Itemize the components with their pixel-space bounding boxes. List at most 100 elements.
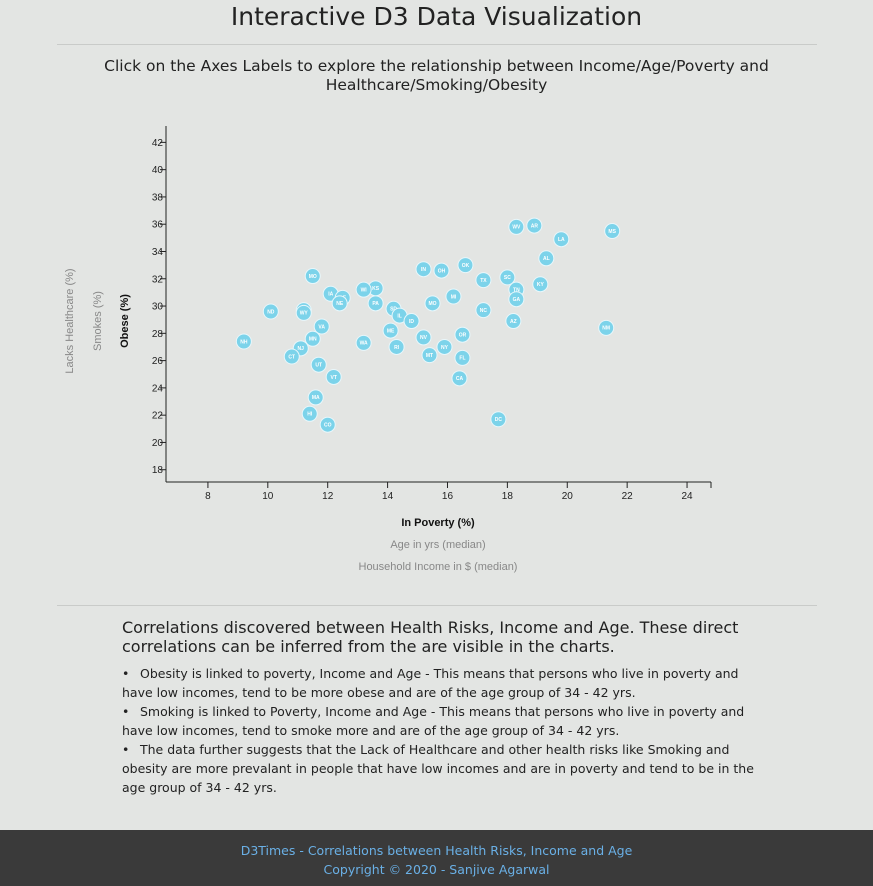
x-axis: 8 10 12 14 16 18 20 22 24 bbox=[166, 481, 712, 502]
y-tick-label: 36 bbox=[152, 220, 164, 231]
y-tick-label: 28 bbox=[152, 329, 164, 340]
state-label: CO bbox=[324, 423, 332, 429]
list-item-text: The data further suggests that the Lack … bbox=[122, 742, 754, 795]
header-divider bbox=[57, 44, 817, 45]
section-divider bbox=[57, 605, 817, 606]
state-label: AL bbox=[543, 256, 550, 262]
y-axis: 18 20 22 24 26 28 30 32 34 36 38 40 42 bbox=[152, 126, 167, 482]
state-label: CT bbox=[288, 354, 295, 360]
data-points: WVARLAMSALOKINOHMOTXSCKYTNGAMIKSWIIADENE… bbox=[235, 217, 621, 433]
y-tick-label: 32 bbox=[152, 274, 164, 285]
x-tick-label: 20 bbox=[562, 491, 574, 502]
list-item-text: Smoking is linked to Poverty, Income and… bbox=[122, 704, 745, 738]
state-label: HI bbox=[307, 412, 313, 418]
state-point bbox=[454, 349, 471, 366]
state-point bbox=[475, 272, 492, 289]
state-point bbox=[475, 302, 492, 319]
x-tick-label: 14 bbox=[382, 491, 394, 502]
y-label-healthcare[interactable]: Lacks Healthcare (%) bbox=[64, 268, 76, 373]
state-point bbox=[436, 338, 453, 355]
state-point bbox=[355, 281, 372, 298]
state-label: VT bbox=[330, 375, 336, 381]
x-tick-label: 10 bbox=[262, 491, 274, 502]
bullet-icon: • bbox=[122, 666, 130, 681]
state-point bbox=[262, 303, 279, 320]
state-label: MN bbox=[309, 337, 317, 343]
state-label: OR bbox=[459, 332, 467, 338]
state-label: MO bbox=[309, 274, 317, 280]
footer-title: D3Times - Correlations between Health Ri… bbox=[240, 843, 633, 858]
state-label: RI bbox=[394, 345, 400, 351]
state-point bbox=[454, 326, 471, 343]
x-label-poverty[interactable]: In Poverty (%) bbox=[401, 517, 475, 529]
state-label: NH bbox=[240, 339, 248, 345]
state-label: MA bbox=[312, 395, 320, 401]
x-axis-labels: In Poverty (%) Age in yrs (median) House… bbox=[359, 517, 518, 573]
state-point bbox=[355, 334, 372, 351]
y-label-smokes[interactable]: Smokes (%) bbox=[92, 291, 104, 351]
state-point bbox=[490, 411, 507, 428]
x-label-income[interactable]: Household Income in $ (median) bbox=[359, 561, 518, 573]
state-point bbox=[235, 333, 252, 350]
y-label-obese[interactable]: Obese (%) bbox=[119, 294, 131, 348]
y-tick-label: 26 bbox=[152, 356, 164, 367]
state-point bbox=[508, 291, 525, 308]
state-label: MT bbox=[426, 353, 433, 359]
y-tick-label: 18 bbox=[152, 465, 164, 476]
state-label: WA bbox=[360, 341, 368, 347]
state-label: KS bbox=[372, 286, 380, 292]
x-tick-label: 8 bbox=[205, 491, 211, 502]
state-label: ME bbox=[387, 328, 395, 334]
state-label: MI bbox=[451, 294, 457, 300]
state-point bbox=[331, 295, 348, 312]
y-tick-label: 24 bbox=[152, 383, 164, 394]
state-point bbox=[304, 330, 321, 347]
state-point bbox=[382, 322, 399, 339]
state-label: DC bbox=[495, 417, 503, 423]
bullet-icon: • bbox=[122, 704, 130, 719]
state-label: IA bbox=[328, 292, 333, 298]
state-point bbox=[301, 405, 318, 422]
state-label: AZ bbox=[510, 319, 517, 325]
state-label: GA bbox=[513, 297, 521, 303]
state-point bbox=[310, 356, 327, 373]
state-point bbox=[604, 223, 621, 240]
x-tick-label: 16 bbox=[442, 491, 454, 502]
bullet-icon: • bbox=[122, 742, 130, 757]
y-tick-label: 30 bbox=[152, 302, 164, 313]
state-point bbox=[451, 370, 468, 387]
state-point bbox=[445, 288, 462, 305]
state-label: MO bbox=[428, 301, 436, 307]
x-label-age[interactable]: Age in yrs (median) bbox=[390, 539, 485, 551]
y-tick-label: 20 bbox=[152, 438, 164, 449]
state-label: TN bbox=[513, 287, 520, 293]
state-point bbox=[304, 268, 321, 285]
state-label: IN bbox=[421, 267, 426, 273]
state-point bbox=[283, 348, 300, 365]
scatter-chart: 18 20 22 24 26 28 30 32 34 36 38 40 42 8 10 12 14 16 18 20… bbox=[64, 126, 712, 573]
state-label: PA bbox=[372, 301, 379, 307]
state-label: WV bbox=[512, 225, 521, 231]
state-label: CA bbox=[456, 376, 464, 382]
y-tick-label: 42 bbox=[152, 138, 164, 149]
footer-copyright: Copyright © 2020 - Sanjive Agarwal bbox=[323, 862, 550, 877]
y-tick-label: 34 bbox=[152, 247, 164, 258]
y-tick-label: 40 bbox=[152, 165, 164, 176]
page-title: Interactive D3 Data Visualization bbox=[230, 2, 643, 31]
state-point bbox=[295, 304, 312, 321]
list-item: • The data further suggests that the Lack… bbox=[122, 740, 762, 797]
list-item: • Smoking is linked to Poverty, Income an… bbox=[122, 702, 762, 740]
chart-instructions: Click on the Axes Labels to explore the … bbox=[104, 57, 769, 94]
state-point bbox=[538, 250, 555, 267]
state-point bbox=[319, 416, 336, 433]
y-axis-labels: Obese (%) Smokes (%) Lacks Healthcare (%… bbox=[64, 268, 131, 373]
state-label: LA bbox=[558, 237, 565, 243]
state-point bbox=[598, 319, 615, 336]
x-tick-label: 24 bbox=[681, 491, 693, 502]
x-tick-label: 22 bbox=[622, 491, 634, 502]
state-label: SC bbox=[504, 275, 511, 281]
state-label: AR bbox=[531, 223, 539, 229]
state-point bbox=[307, 389, 324, 406]
state-point bbox=[388, 338, 405, 355]
state-point bbox=[415, 329, 432, 346]
